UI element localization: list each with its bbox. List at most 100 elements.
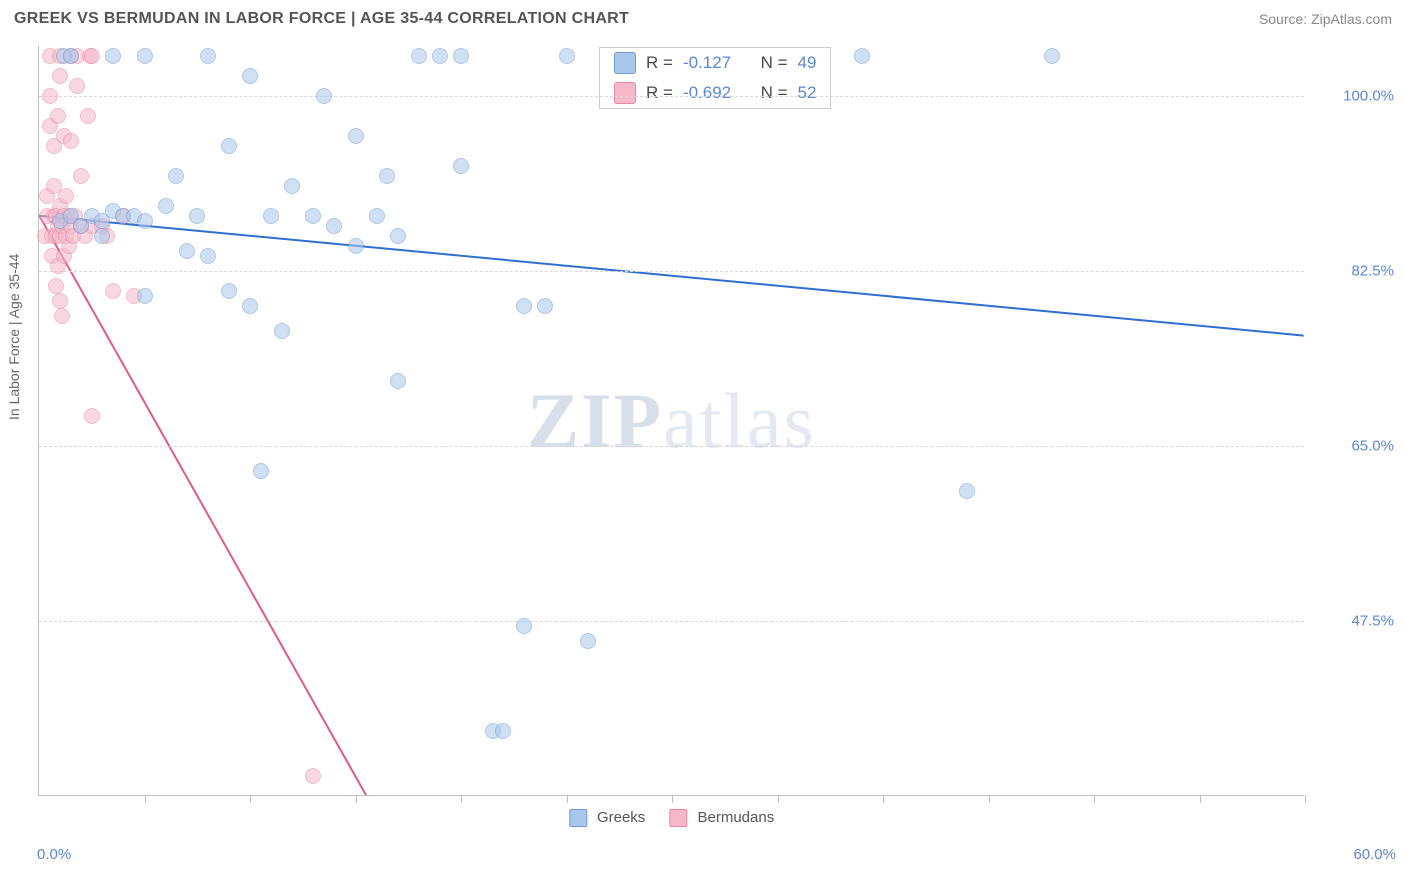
series-legend: Greeks Bermudans <box>569 809 774 827</box>
greeks-point <box>326 218 342 234</box>
y-tick-label: 82.5% <box>1314 263 1394 280</box>
y-tick-label: 100.0% <box>1314 88 1394 105</box>
x-tick <box>356 795 357 803</box>
greeks-point <box>495 723 511 739</box>
x-tick <box>461 795 462 803</box>
bermudans-point <box>54 308 70 324</box>
gridline-h <box>39 271 1304 272</box>
bermudans-point <box>80 108 96 124</box>
greeks-point <box>200 48 216 64</box>
correlation-stats-box: R = -0.127 N = 49 R = -0.692 N = 52 <box>599 47 831 109</box>
r-label: R = <box>646 83 673 103</box>
greeks-legend-label: Greeks <box>597 809 645 826</box>
x-axis-min-label: 0.0% <box>37 846 71 863</box>
greeks-point <box>168 168 184 184</box>
greeks-point <box>379 168 395 184</box>
greeks-point <box>221 283 237 299</box>
greeks-point <box>200 248 216 264</box>
greeks-point <box>453 158 469 174</box>
bermudans-point <box>52 293 68 309</box>
n-label: N = <box>761 83 788 103</box>
gridline-h <box>39 621 1304 622</box>
bermudans-point <box>42 88 58 104</box>
bermudans-trendline <box>39 216 366 795</box>
bermudans-legend-label: Bermudans <box>697 809 774 826</box>
bermudans-point <box>50 108 66 124</box>
x-tick <box>989 795 990 803</box>
greeks-point <box>221 138 237 154</box>
bermudans-point <box>69 78 85 94</box>
bermudans-n-value: 52 <box>798 83 817 103</box>
bermudans-r-value: -0.692 <box>683 83 731 103</box>
y-tick-label: 65.0% <box>1314 438 1394 455</box>
greeks-point <box>137 48 153 64</box>
greeks-point <box>390 228 406 244</box>
x-axis-max-label: 60.0% <box>1353 846 1396 863</box>
x-tick <box>672 795 673 803</box>
x-tick <box>250 795 251 803</box>
x-tick <box>1094 795 1095 803</box>
greeks-r-value: -0.127 <box>683 53 731 73</box>
greeks-point <box>189 208 205 224</box>
greeks-point <box>516 618 532 634</box>
greeks-point <box>242 298 258 314</box>
bermudans-point <box>84 48 100 64</box>
greeks-point <box>453 48 469 64</box>
bermudans-point <box>105 283 121 299</box>
greeks-point <box>580 633 596 649</box>
greeks-point <box>348 128 364 144</box>
stats-row-bermudans: R = -0.692 N = 52 <box>600 78 830 108</box>
x-tick <box>1305 795 1306 803</box>
x-tick <box>145 795 146 803</box>
greeks-point <box>94 228 110 244</box>
greeks-point <box>1044 48 1060 64</box>
trend-lines-layer <box>39 46 1304 795</box>
legend-item-greeks: Greeks <box>569 809 646 827</box>
greeks-point <box>537 298 553 314</box>
y-tick-label: 47.5% <box>1314 613 1394 630</box>
greeks-point <box>63 48 79 64</box>
bermudans-swatch <box>614 82 636 104</box>
greeks-point <box>369 208 385 224</box>
x-tick <box>883 795 884 803</box>
greeks-point <box>316 88 332 104</box>
greeks-point <box>348 238 364 254</box>
y-axis-label: In Labor Force | Age 35-44 <box>6 254 22 420</box>
greeks-point <box>305 208 321 224</box>
greeks-point <box>432 48 448 64</box>
chart-title: GREEK VS BERMUDAN IN LABOR FORCE | AGE 3… <box>14 10 629 28</box>
greeks-point <box>137 213 153 229</box>
x-tick <box>778 795 779 803</box>
r-label: R = <box>646 53 673 73</box>
bermudans-point <box>58 188 74 204</box>
greeks-point <box>411 48 427 64</box>
greeks-point <box>284 178 300 194</box>
greeks-point <box>959 483 975 499</box>
n-label: N = <box>761 53 788 73</box>
bermudans-point <box>52 68 68 84</box>
stats-row-greeks: R = -0.127 N = 49 <box>600 48 830 78</box>
bermudans-point <box>305 768 321 784</box>
gridline-h <box>39 446 1304 447</box>
greeks-point <box>516 298 532 314</box>
greeks-trendline <box>39 216 1303 336</box>
greeks-swatch-small <box>569 809 587 827</box>
greeks-point <box>263 208 279 224</box>
greeks-point <box>242 68 258 84</box>
greeks-point <box>253 463 269 479</box>
greeks-point <box>137 288 153 304</box>
source-text: Source: ZipAtlas.com <box>1259 11 1392 27</box>
greeks-point <box>179 243 195 259</box>
legend-item-bermudans: Bermudans <box>669 809 774 827</box>
greeks-point <box>854 48 870 64</box>
gridline-h <box>39 96 1304 97</box>
bermudans-point <box>48 278 64 294</box>
greeks-point <box>274 323 290 339</box>
x-tick <box>567 795 568 803</box>
greeks-n-value: 49 <box>798 53 817 73</box>
bermudans-point <box>84 408 100 424</box>
bermudans-swatch-small <box>669 809 687 827</box>
bermudans-point <box>63 133 79 149</box>
x-tick <box>1200 795 1201 803</box>
chart-plot-area: ZIPatlas R = -0.127 N = 49 R = -0.692 N … <box>38 46 1304 796</box>
